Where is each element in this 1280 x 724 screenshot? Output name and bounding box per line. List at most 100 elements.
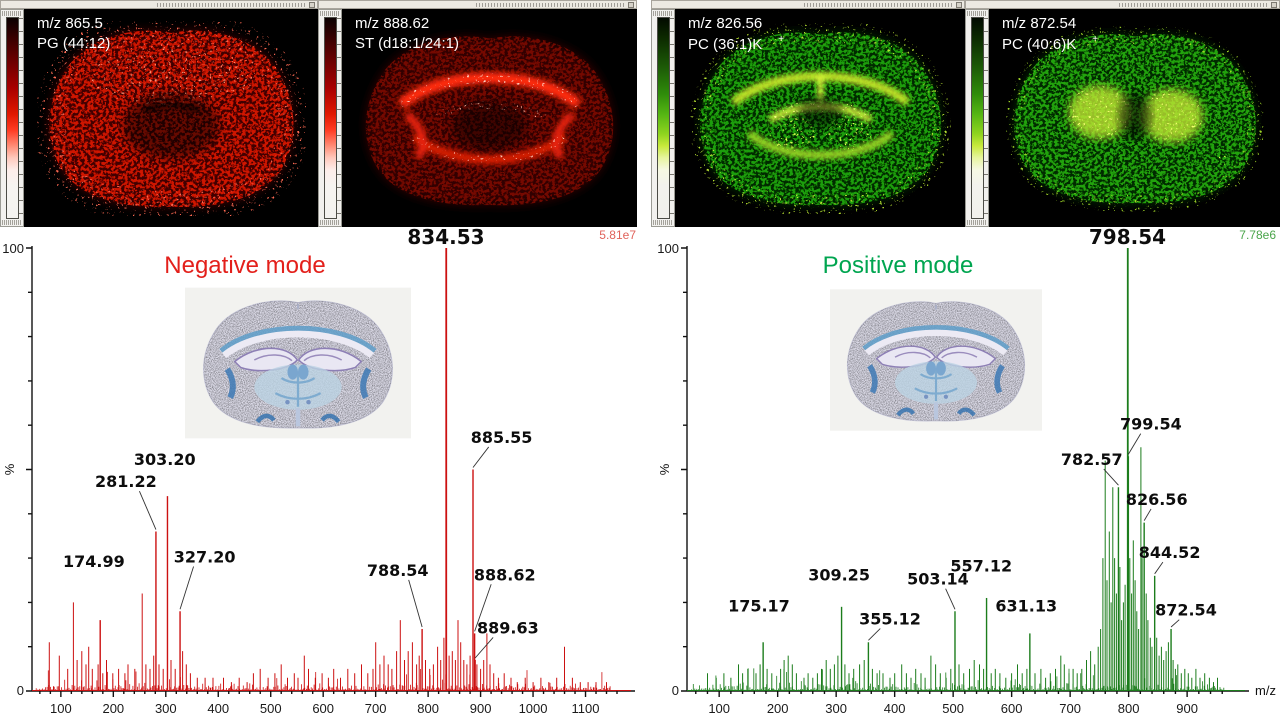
peak-label: 788.54	[367, 561, 429, 580]
titlebar-text	[804, 2, 954, 7]
intensity-colorbar-green	[965, 9, 989, 227]
peak-label-leader	[474, 637, 494, 659]
peak-label: 798.54	[1089, 227, 1166, 249]
panel-titlebar	[965, 0, 1280, 9]
titlebar-text	[1119, 2, 1269, 7]
peak-label-leader	[474, 584, 492, 632]
x-axis-title: m/z	[1255, 683, 1276, 698]
panel-body: m/z 826.56 PC (36:1)K +	[651, 9, 965, 227]
x-axis-tick-label: 400	[884, 701, 906, 716]
minor-peaks	[48, 593, 607, 691]
brain-histology-inset	[830, 289, 1042, 430]
ion-panel-pc36: m/z 826.56 PC (36:1)K +	[651, 0, 965, 227]
x-axis-tick-label: 700	[365, 701, 387, 716]
y-axis-tick-label: 0	[17, 683, 24, 698]
peak-label-leader	[139, 491, 157, 530]
ion-image-pc40: m/z 872.54 PC (40:6)K +	[989, 9, 1280, 227]
window-button-icon	[628, 1, 634, 8]
peak-label-leader	[1170, 619, 1180, 628]
x-axis-tick-label: 300	[155, 701, 177, 716]
peak-label: 799.54	[1120, 415, 1182, 434]
colorbar-gradient	[323, 17, 341, 219]
peak-label: 889.63	[477, 618, 539, 637]
y-axis-title: %	[2, 463, 17, 475]
peak-label: 844.52	[1139, 543, 1201, 562]
ion-image-caption: m/z 872.54 PC (40:6)K +	[1002, 14, 1098, 54]
spectrum-positive-mode: Positive mode 7.78e6 100 0% 100 200 300 400 500 6…	[640, 227, 1280, 724]
intensity-colorbar-green	[651, 9, 675, 227]
spectrum-mode-title: Negative mode	[164, 252, 325, 279]
colorbar-max-label	[2, 11, 22, 16]
peak-label-leader	[179, 566, 194, 610]
window-button-icon	[309, 1, 315, 8]
panel-body: m/z 888.62 ST (d18:1/24:1)	[318, 9, 637, 227]
ion-image-pc36: m/z 826.56 PC (36:1)K +	[675, 9, 965, 227]
peak-label: 303.20	[134, 450, 196, 469]
ion-panel-pc40: m/z 872.54 PC (40:6)K +	[965, 0, 1280, 227]
peak-label: 327.20	[174, 548, 236, 567]
ion-image-caption: m/z 826.56 PC (36:1)K +	[688, 14, 784, 54]
peak-label-leader	[1154, 561, 1164, 575]
peak-label-leader	[1103, 468, 1119, 486]
spectrum-mode-title: Positive mode	[823, 252, 974, 279]
mz-value: m/z 865.5	[37, 15, 103, 32]
x-axis-tick-label: 1000	[519, 701, 548, 716]
peak-label: 174.99	[63, 552, 125, 571]
compound-name: PG (44:12)	[37, 34, 111, 52]
x-axis-tick-label: 800	[417, 701, 439, 716]
peak-label-leader	[408, 579, 423, 628]
window-button-icon	[956, 1, 962, 8]
peak-label: 631.13	[995, 596, 1057, 615]
x-axis-tick-label: 200	[767, 701, 789, 716]
y-axis-tick-label: 100	[657, 241, 679, 256]
x-axis-tick-label: 300	[825, 701, 847, 716]
intensity-colorbar-red	[0, 9, 24, 227]
peak-label: 885.55	[471, 428, 533, 447]
intensity-scale-text: 5.81e7	[599, 228, 636, 242]
peak-label-leader	[868, 628, 881, 641]
ion-image-svg-pg	[24, 9, 318, 227]
ion-panel-st: m/z 888.62 ST (d18:1/24:1)	[318, 0, 637, 227]
ion-image-pg: m/z 865.5 PG (44:12)	[24, 9, 318, 227]
mz-value: m/z 872.54	[1002, 15, 1077, 32]
x-axis-tick-label: 200	[102, 701, 124, 716]
y-axis-tick-label: 0	[672, 683, 679, 698]
x-axis-tick-label: 1100	[572, 701, 600, 716]
peak-label: 355.12	[859, 610, 921, 629]
ion-image-svg-pc40	[989, 9, 1280, 227]
x-axis-tick-label: 900	[470, 701, 492, 716]
peak-label: 175.17	[728, 596, 790, 615]
window-button-icon	[1271, 1, 1277, 8]
panel-body: m/z 865.5 PG (44:12)	[0, 9, 318, 227]
x-axis-tick-label: 800	[1118, 701, 1140, 716]
colorbar-min-label	[967, 220, 987, 225]
adduct-charge: +	[778, 33, 785, 45]
compound-name: PC (40:6)K	[1002, 35, 1077, 53]
x-axis-tick-label: 900	[1176, 701, 1198, 716]
x-axis-tick-label: 500	[260, 701, 282, 716]
colorbar-max-label	[320, 11, 340, 16]
minor-peaks	[707, 447, 1218, 691]
colorbar-max-label	[967, 11, 987, 16]
x-axis-tick-label: 400	[207, 701, 229, 716]
panel-body: m/z 872.54 PC (40:6)K +	[965, 9, 1280, 227]
x-axis-tick-label: 100	[708, 701, 730, 716]
x-axis-tick-label: 600	[1001, 701, 1023, 716]
x-axis-tick-label: 700	[1059, 701, 1081, 716]
colorbar-gradient	[656, 17, 674, 219]
intensity-scale-text: 7.78e6	[1239, 228, 1276, 242]
panel-titlebar	[651, 0, 965, 9]
peak-label: 309.25	[808, 565, 870, 584]
peak-label: 834.53	[407, 227, 484, 249]
peak-label-leader	[1143, 508, 1152, 521]
ion-image-svg-pc36	[675, 9, 965, 227]
baseline-noise	[35, 669, 611, 691]
colorbar-min-label	[320, 220, 340, 225]
colorbar-min-label	[2, 220, 22, 225]
peak-label-leader	[945, 588, 956, 610]
y-axis-title: %	[657, 463, 672, 475]
ion-panel-pg: m/z 865.5 PG (44:12)	[0, 0, 318, 227]
spectrum-negative-mode: Negative mode 5.81e7 100 0% 100 200 300 400 500 6…	[0, 227, 640, 724]
